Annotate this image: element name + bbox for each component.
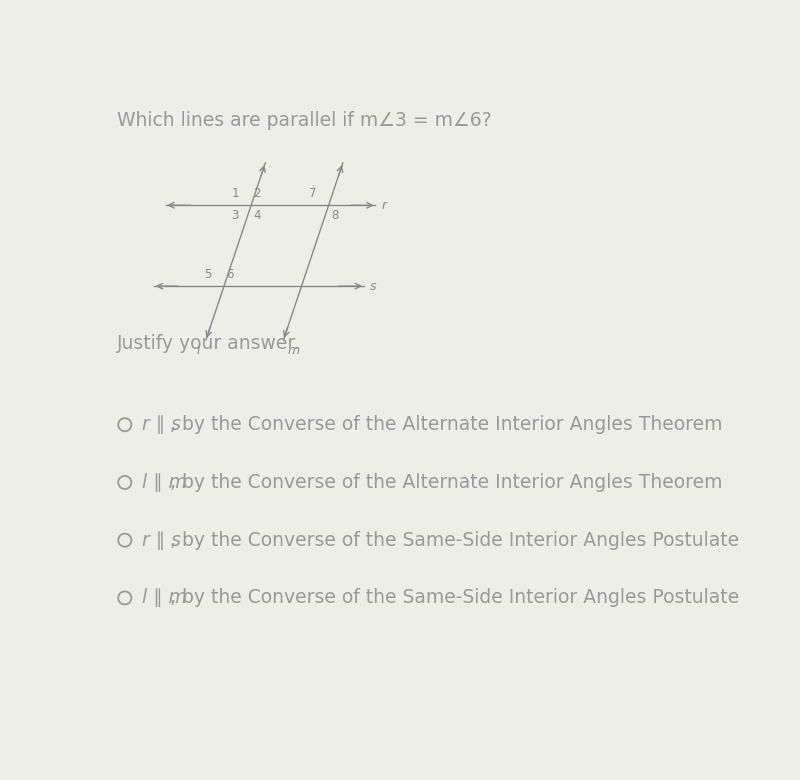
Text: 6: 6	[226, 268, 234, 281]
Text: 5: 5	[204, 268, 211, 281]
Text: r: r	[382, 199, 386, 211]
Text: Which lines are parallel if m∠3 = m∠6?: Which lines are parallel if m∠3 = m∠6?	[117, 111, 492, 130]
Text: 8: 8	[331, 209, 338, 222]
Text: 1: 1	[231, 187, 238, 200]
Text: r ∥ s: r ∥ s	[142, 415, 181, 434]
Text: Justify your answer.: Justify your answer.	[117, 335, 301, 353]
Text: s: s	[370, 279, 376, 292]
Text: l ∥ m: l ∥ m	[142, 473, 186, 492]
Text: , by the Converse of the Same-Side Interior Angles Postulate: , by the Converse of the Same-Side Inter…	[170, 530, 739, 550]
Text: l ∥ m: l ∥ m	[142, 588, 186, 608]
Text: 2: 2	[254, 187, 261, 200]
Text: r ∥ s: r ∥ s	[142, 530, 181, 550]
Text: 7: 7	[309, 187, 316, 200]
Text: l: l	[196, 344, 200, 357]
Text: , by the Converse of the Alternate Interior Angles Theorem: , by the Converse of the Alternate Inter…	[170, 473, 722, 492]
Text: m: m	[287, 344, 299, 357]
Text: 3: 3	[231, 209, 238, 222]
Text: , by the Converse of the Alternate Interior Angles Theorem: , by the Converse of the Alternate Inter…	[170, 415, 722, 434]
Text: 4: 4	[254, 209, 261, 222]
Text: , by the Converse of the Same-Side Interior Angles Postulate: , by the Converse of the Same-Side Inter…	[170, 588, 739, 608]
